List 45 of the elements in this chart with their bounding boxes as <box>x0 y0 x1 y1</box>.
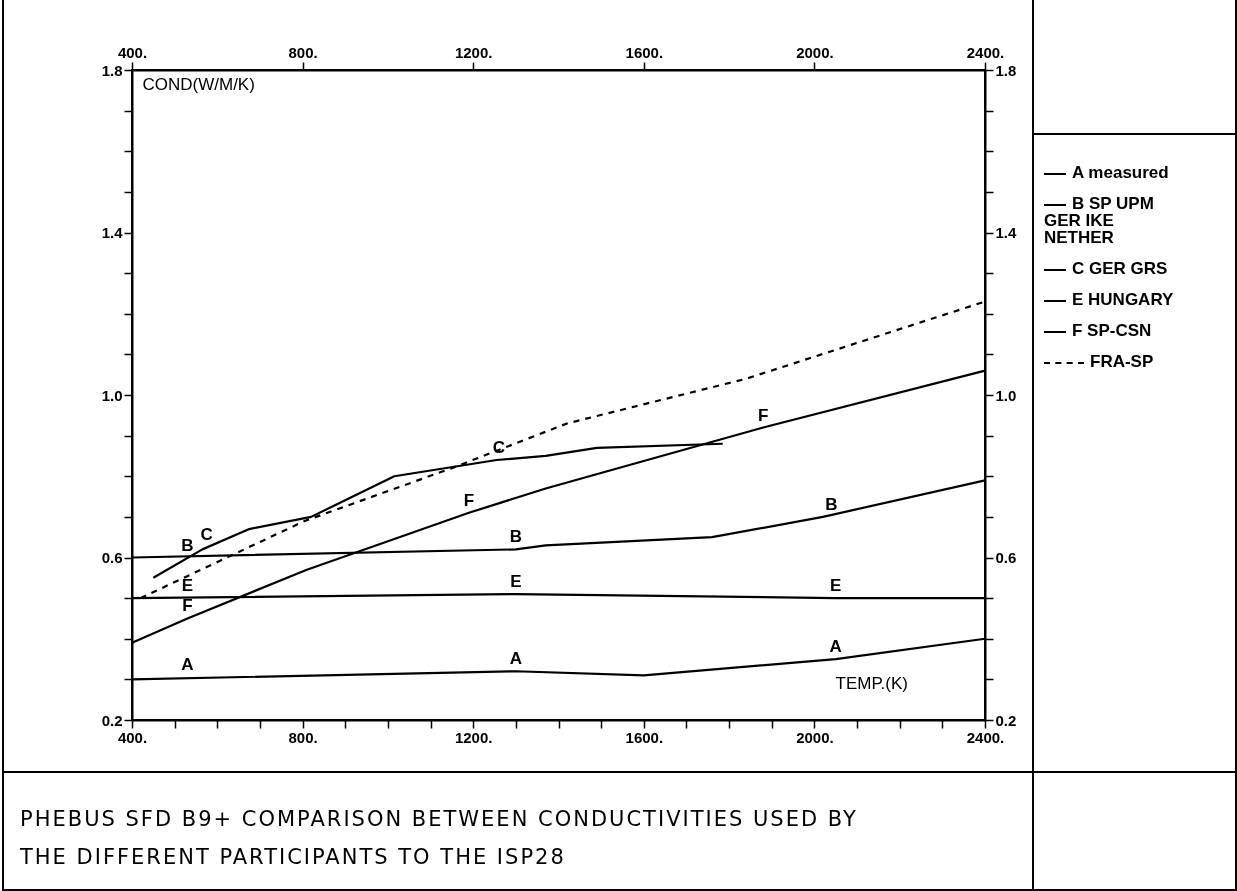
y-tick-label: 1.8 <box>101 61 123 79</box>
legend-label: B SP UPM GER IKE NETHER <box>1044 194 1155 247</box>
annotation: F <box>758 405 769 425</box>
legend-label: F SP-CSN <box>1071 321 1153 340</box>
x-tick-label: 800. <box>288 728 318 746</box>
annotation: C <box>200 525 213 545</box>
annotation: B <box>181 535 194 555</box>
legend-label: A measured <box>1071 163 1170 182</box>
y2-tick-label: 1.4 <box>995 224 1018 241</box>
annotation: B <box>509 527 522 547</box>
x-tick-label: 400. <box>117 728 148 746</box>
x2-tick-label: 1600. <box>625 43 664 61</box>
x-tick-label: 2400. <box>966 728 1005 746</box>
annotation: A <box>509 649 522 669</box>
annotation: F <box>182 596 193 616</box>
x2-tick-label: 400. <box>117 43 148 61</box>
x-tick-label: 1200. <box>454 728 493 746</box>
annotation: C <box>492 438 505 457</box>
y2-tick-label: 0.6 <box>995 549 1017 566</box>
annotation: E <box>830 576 842 596</box>
y2-tick-label: 0.2 <box>995 711 1017 729</box>
annotation: F <box>463 490 475 510</box>
x-tick-label: 1600. <box>625 728 664 746</box>
legend-label: E HUNGARY <box>1071 290 1175 309</box>
text: PHEBUS SFD B9+ COMPARISON BETWEEN CONDUCTIVITIES USED BY THE DIFFERENT PARTICIPANTS TO THE ISP28 <box>20 806 859 871</box>
x2-tick-label: 2400. <box>966 43 1005 61</box>
x2-tick-label: 2000. <box>796 43 834 61</box>
annotation: E <box>181 576 194 596</box>
x2-tick-label: 1200. <box>454 43 493 61</box>
y-tick-label: 0.2 <box>101 711 123 729</box>
y-tick-label: 0.6 <box>101 549 123 566</box>
y-tick-label: 1.0 <box>101 386 123 404</box>
y-axis-title: COND(W/M/K) <box>142 74 255 94</box>
y-tick-label: 1.4 <box>101 224 124 241</box>
y2-tick-label: 1.0 <box>995 386 1017 404</box>
legend-label: FRA-SP <box>1089 352 1155 371</box>
x-axis-title: TEMP.(K) <box>835 673 908 693</box>
legend-label: C GER GRS <box>1071 259 1169 278</box>
annotation: B <box>825 494 838 514</box>
annotation: E <box>510 572 522 592</box>
annotation: A <box>829 637 842 657</box>
y2-tick-label: 1.8 <box>995 61 1017 79</box>
annotation: A <box>181 655 194 675</box>
x-tick-label: 2000. <box>796 728 834 746</box>
x2-tick-label: 800. <box>288 43 318 61</box>
